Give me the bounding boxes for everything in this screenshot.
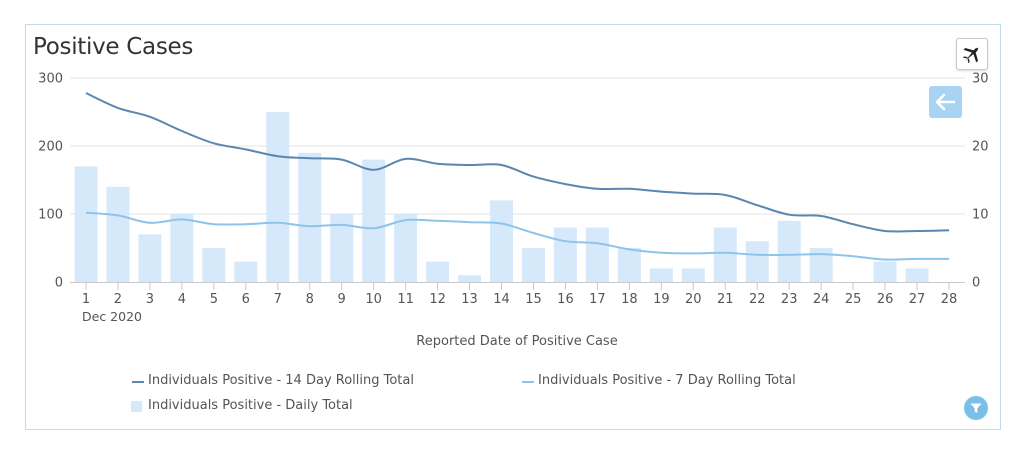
x-tick-label: 16 [557,292,574,307]
bar [873,261,897,282]
bar [745,241,769,282]
bar [330,214,354,282]
bar [234,261,258,282]
x-tick-label: 13 [461,292,478,307]
x-tick-label: 27 [909,292,926,307]
fullscreen-button[interactable] [956,38,988,70]
bar [681,268,705,282]
x-tick-label: 17 [589,292,606,307]
legend-item-daily[interactable]: Individuals Positive - Daily Total [148,398,353,413]
y-right-tick-label: 10 [972,208,989,223]
bar [777,220,801,282]
bar [617,248,641,282]
legend-item-14day[interactable]: Individuals Positive - 14 Day Rolling To… [148,373,414,388]
x-tick-label: 10 [365,292,382,307]
y-right-tick-label: 20 [972,140,989,155]
legend-marker-daily [131,401,142,412]
x-tick-label: 4 [178,292,186,307]
bar [298,152,322,282]
bar-series-daily-total [74,112,929,282]
bar [266,112,290,282]
bar [362,159,386,282]
bar [490,200,514,282]
x-tick-label: 21 [717,292,734,307]
x-axis-title: Reported Date of Positive Case [416,334,617,349]
x-tick-label: 5 [210,292,218,307]
arrow-left-icon [935,93,956,111]
bar [713,227,737,282]
y-left-tick-label: 0 [55,276,63,291]
x-tick-label: 19 [653,292,670,307]
x-tick-label: 25 [845,292,862,307]
x-tick-label: 24 [813,292,830,307]
x-tick-label: 15 [525,292,542,307]
line-14-day-rolling-total [85,92,950,233]
x-tick-label: 12 [429,292,446,307]
gridlines [70,77,965,215]
x-axis-sublabel: Dec 2020 [82,309,142,324]
x-tick-label: 18 [621,292,638,307]
y-right-tick-label: 0 [972,276,980,291]
y-left-tick-label: 200 [38,140,63,155]
bar [521,248,545,282]
y-left-tick-label: 100 [38,208,63,223]
bar [74,166,98,282]
x-tick-label: 22 [749,292,766,307]
legend-item-7day[interactable]: Individuals Positive - 7 Day Rolling Tot… [538,373,796,388]
bar [553,227,577,282]
x-tick-label: 2 [114,292,122,307]
x-tick-label: 28 [941,292,958,307]
chart-title: Positive Cases [33,34,194,60]
x-tick-label: 8 [306,292,314,307]
bar [809,248,833,282]
x-tick-label: 1 [82,292,90,307]
y-left-tick-label: 300 [38,72,63,87]
back-button[interactable] [929,86,962,118]
x-tick-label: 11 [397,292,414,307]
x-tick-label: 3 [146,292,154,307]
y-right-tick-label: 30 [972,72,989,87]
bar [426,261,450,282]
bar [138,234,162,282]
filter-icon [970,403,982,413]
x-tick-label: 7 [274,292,282,307]
x-tick-label: 23 [781,292,798,307]
bar [170,214,194,282]
bar [106,186,130,282]
line-series [85,92,950,261]
legend-marker-14day [132,381,144,383]
bar [649,268,673,282]
bar [394,214,418,282]
x-tick-label: 14 [493,292,510,307]
filter-button[interactable] [964,396,988,420]
plane-icon [962,47,979,64]
x-tick-label: 26 [877,292,894,307]
x-tick-label: 20 [685,292,702,307]
x-tick-label: 6 [242,292,250,307]
bar [905,268,929,282]
line-7-day-rolling-total [85,211,950,261]
x-tick-label: 9 [338,292,346,307]
bar [458,275,482,282]
bar [202,248,226,282]
bar [585,227,609,282]
legend-marker-7day [522,381,534,383]
